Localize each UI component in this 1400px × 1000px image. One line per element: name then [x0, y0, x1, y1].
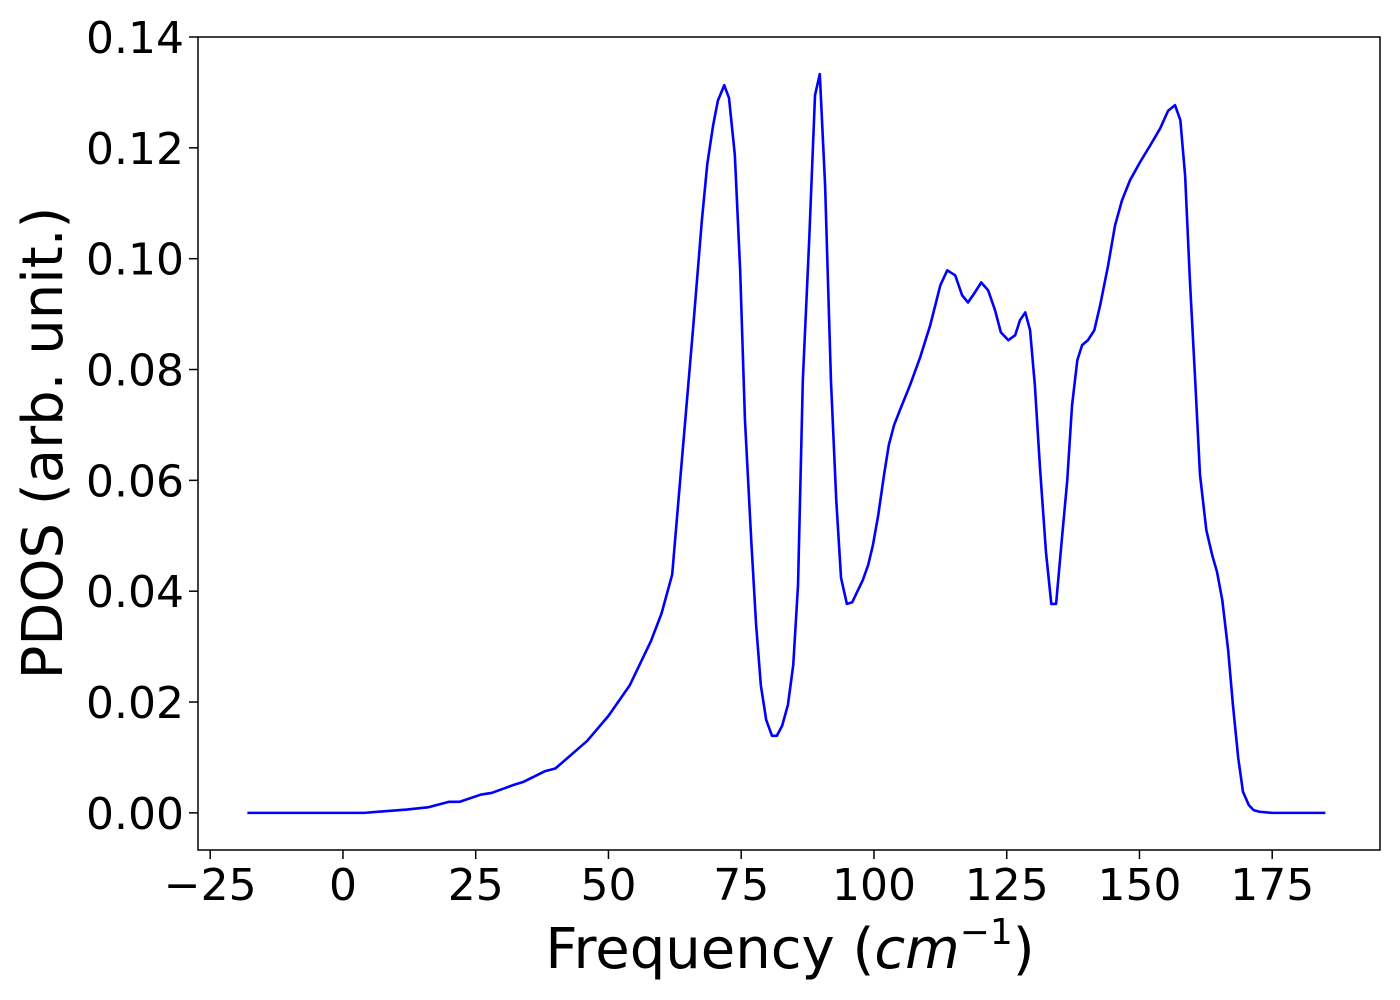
x-axis-label: Frequency (cm−1): [545, 912, 1034, 982]
x-tick-label: 125: [965, 860, 1049, 911]
y-tick-label: 0.08: [86, 346, 184, 397]
x-tick-label: 25: [448, 860, 504, 911]
x-tick-label: 75: [713, 860, 769, 911]
y-tick-label: 0.02: [86, 678, 184, 729]
x-label-part: cm: [874, 917, 959, 982]
y-tick-label: 0.14: [86, 13, 184, 64]
x-tick-label: 175: [1230, 860, 1314, 911]
y-tick-label: 0.00: [86, 789, 184, 840]
y-tick-label: 0.10: [86, 235, 184, 286]
x-tick-label: −25: [164, 860, 257, 911]
y-tick-label: 0.12: [86, 124, 184, 175]
x-label-part: −1: [960, 912, 1013, 953]
x-label-part: ): [1013, 917, 1035, 982]
x-label-part: Frequency (: [545, 917, 874, 982]
x-tick-label: 100: [832, 860, 916, 911]
y-tick-label: 0.06: [86, 456, 184, 507]
y-tick-label: 0.04: [86, 567, 184, 618]
x-tick-label: 150: [1097, 860, 1181, 911]
x-tick-label: 50: [580, 860, 636, 911]
y-axis-label: PDOS (arb. unit.): [11, 207, 76, 680]
plot-frame: [197, 36, 1381, 851]
x-tick-label: 0: [329, 860, 357, 911]
pdos-line: [247, 72, 1326, 815]
